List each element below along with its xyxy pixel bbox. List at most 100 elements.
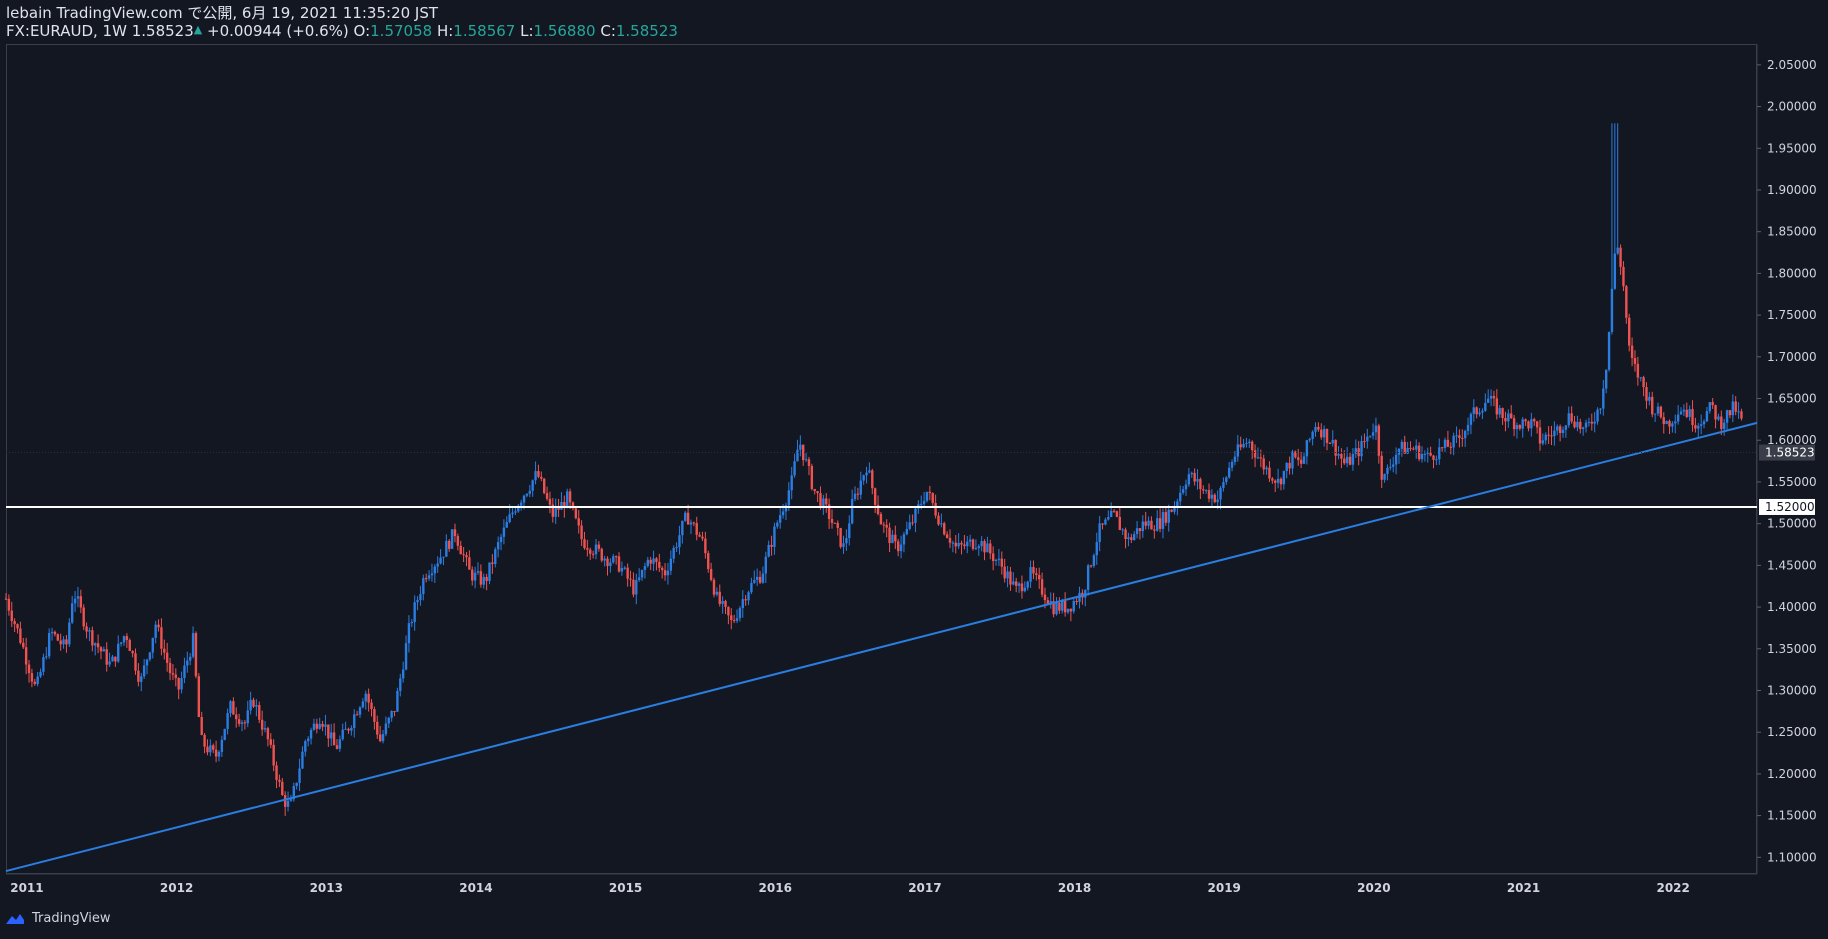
candle-body [1429,452,1432,456]
candle-body [1314,426,1317,432]
candle-body [1705,411,1709,422]
candle-body [1199,479,1202,490]
candle-body [209,745,212,753]
candle-body [1032,567,1035,574]
time-axis[interactable]: 2011 2012 2013 2014 2015 2016 2017 2018 2019 2020… [10,881,1690,895]
candle-body [1196,479,1199,482]
trendline[interactable] [5,421,1758,873]
open-value: 1.57058 [370,22,433,40]
candle-body [1288,462,1291,469]
candle-body [1435,459,1438,461]
y-tick-label: 1.95000 [1767,141,1817,155]
candle-body [704,538,707,554]
candle-body [666,570,670,576]
candle-body [1651,396,1654,415]
candle-body [79,596,83,608]
candle-body [1722,422,1726,430]
candle-body [283,795,287,807]
candle-body [1204,490,1208,492]
candle-body [22,642,25,648]
candle-body [13,621,16,625]
candle-body [672,547,675,559]
candle-body [278,779,281,782]
candle-body [686,512,690,525]
candle-body [1633,357,1637,364]
candle-body [1259,457,1263,459]
candle-body [534,471,537,481]
candle-body [194,633,198,677]
candle-body [721,601,724,604]
candle-body [1409,448,1412,450]
candle-body [528,490,532,494]
candle-body [1187,474,1191,485]
tradingview-logo-icon[interactable] [4,912,26,926]
candle-body [545,493,549,499]
up-triangle-icon: ▲ [193,23,203,36]
candle-body [1616,247,1619,254]
candle-body [258,705,261,720]
candle-body [1599,408,1602,410]
candle-body [862,475,865,481]
candle-body [859,480,862,495]
candle-body [1573,421,1576,428]
candle-body [1256,457,1260,459]
candle-body [1415,445,1418,450]
candle-body [358,707,362,715]
candle-body [966,541,969,547]
candle-body [502,527,506,537]
candle-body [1579,421,1582,430]
candle-body [586,548,589,550]
candle-body [1167,509,1170,523]
candle-body [612,556,615,563]
candle-body [1098,523,1101,543]
candle-body [396,690,399,712]
candle-body [341,729,344,740]
candle-body [235,714,238,720]
candle-body [1345,456,1349,464]
last-price: 1.58523 [131,22,194,40]
candle-body [758,576,762,583]
candle-body [845,538,848,544]
candle-body [76,596,80,599]
candle-body [1308,439,1311,441]
x-tick-label: 2013 [310,881,343,895]
candle-body [799,444,802,450]
price-axis[interactable]: 1.10000 1.15000 1.20000 1.25000 1.30000 1.350… [1757,58,1817,864]
candle-body [566,491,569,508]
candle-body [902,534,906,545]
candle-body [1530,419,1533,429]
candle-body [896,541,900,552]
candle-body [1058,603,1061,611]
overlays [5,421,1758,873]
candle-body [922,500,926,504]
candle-body [1567,413,1570,426]
candle-body [968,539,972,542]
candle-body [660,567,664,571]
candle-body [954,542,957,547]
candle-body [332,732,336,746]
candle-body [1035,573,1038,576]
candle-body [1239,444,1242,448]
candle-body [548,498,552,505]
candle-body [10,610,13,622]
candle-body [1322,428,1326,438]
candle-body [255,705,258,707]
candle-body [505,522,508,528]
candle-body [1628,317,1631,346]
candle-body [928,491,932,494]
candle-body [914,508,917,523]
candle-body [94,643,97,646]
candle-body [102,649,106,652]
candle-body [401,669,405,679]
candle-body [1107,517,1110,520]
candle-body [1570,413,1573,422]
candle-body [223,728,226,740]
candle-body [157,624,160,628]
candle-body [465,555,468,558]
candle-body [1521,419,1524,429]
footer-brand[interactable]: TradingView [32,911,111,926]
candle-body [266,728,270,740]
candle-body [1561,429,1565,434]
candle-body [459,545,462,555]
